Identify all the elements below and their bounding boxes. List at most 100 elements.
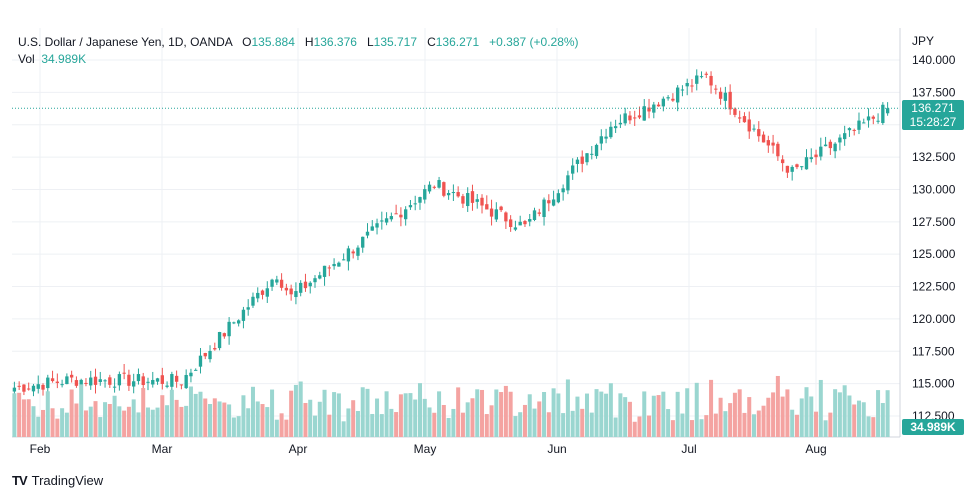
- volume-bar: [370, 413, 375, 437]
- volume-bar: [737, 389, 742, 437]
- volume-bar: [484, 414, 489, 437]
- candle-body: [227, 321, 231, 337]
- bar-countdown: 15:28:27: [909, 115, 957, 129]
- candle-body: [628, 115, 632, 121]
- candle-body: [475, 199, 479, 202]
- volume-bar: [336, 393, 341, 437]
- volume-bar: [608, 383, 613, 437]
- candle-body: [747, 119, 751, 132]
- volume-bar: [880, 403, 885, 437]
- volume-bar: [470, 398, 475, 437]
- candle-body: [232, 322, 236, 324]
- candle-body: [885, 108, 890, 114]
- candle-body: [17, 385, 21, 387]
- volume-bar: [98, 417, 103, 437]
- candle-body: [394, 213, 398, 215]
- volume-bar: [871, 417, 876, 437]
- open-value: 135.884: [251, 35, 295, 49]
- volume-bar: [613, 417, 618, 437]
- volume-bar: [208, 403, 213, 437]
- candle-body: [699, 76, 704, 78]
- candle-body: [733, 108, 737, 115]
- candle-body: [685, 83, 689, 87]
- candle-body: [814, 154, 818, 158]
- y-tick-label: 127.500: [912, 215, 956, 229]
- candle-body: [513, 227, 518, 230]
- candle-body: [580, 156, 584, 164]
- volume-bar: [145, 407, 150, 437]
- volume-bar: [561, 413, 566, 437]
- volume-bar: [742, 412, 747, 437]
- volume-bar: [398, 394, 403, 437]
- volume-bar: [36, 416, 41, 437]
- candle-body: [74, 380, 79, 386]
- brand[interactable]: TV TradingView: [12, 473, 103, 488]
- volume-bar: [317, 401, 322, 437]
- volume-bar: [728, 403, 733, 437]
- candle-body: [613, 126, 618, 129]
- candle-body: [661, 98, 666, 107]
- candle-body: [308, 282, 312, 287]
- candle-body: [523, 221, 527, 225]
- y-tick-label: 132.500: [912, 150, 956, 164]
- candle-body: [761, 134, 766, 143]
- candle-body: [575, 159, 580, 164]
- chart-legend: U.S. Dollar / Japanese Yen, 1D, OANDA O1…: [18, 34, 579, 68]
- candle-body: [494, 209, 499, 220]
- candle-body: [847, 128, 852, 131]
- candle-body: [446, 193, 451, 196]
- volume-bar: [837, 392, 842, 437]
- volume-bar: [270, 389, 275, 437]
- volume-bar: [112, 395, 117, 437]
- candle-body: [437, 180, 441, 188]
- close-label: C: [427, 35, 436, 49]
- candle-body: [356, 247, 360, 256]
- candle-body: [752, 128, 756, 130]
- candle-body: [508, 219, 513, 228]
- volume-bar: [694, 382, 699, 437]
- volume-bar: [179, 406, 184, 437]
- candle-body: [642, 106, 646, 121]
- candle-body: [41, 384, 45, 390]
- y-tick-label: 130.000: [912, 182, 956, 196]
- candle-body: [723, 92, 728, 101]
- volume-bar: [780, 396, 785, 437]
- candle-body: [318, 275, 322, 279]
- last-price-tag: 136.271 15:28:27: [902, 100, 964, 130]
- x-tick-label: May: [414, 442, 437, 456]
- volume-bar: [45, 391, 50, 437]
- candle-body: [322, 265, 327, 277]
- candle-body: [485, 204, 489, 210]
- candle-body: [652, 104, 656, 113]
- volume-bar: [422, 398, 427, 437]
- candle-body: [50, 378, 55, 382]
- volume-bar: [499, 392, 504, 437]
- volume-bar: [456, 387, 461, 437]
- candle-body: [294, 291, 298, 298]
- candle-body: [389, 216, 394, 220]
- candle-body: [203, 352, 207, 357]
- volume-bar: [604, 393, 609, 437]
- candle-body: [590, 153, 594, 155]
- volume-bar: [771, 392, 776, 437]
- candle-body: [55, 381, 60, 383]
- volume-bar: [551, 388, 556, 437]
- candle-body: [852, 129, 856, 131]
- volume-bar: [465, 402, 470, 437]
- volume-bar: [117, 406, 122, 437]
- candle-body: [666, 97, 670, 99]
- volume-bar: [284, 419, 289, 437]
- volume-bar: [570, 410, 575, 437]
- volume-bar: [799, 398, 804, 437]
- volume-bar: [632, 421, 637, 437]
- candle-body: [384, 218, 389, 223]
- candle-body: [165, 385, 169, 387]
- candle-body: [571, 165, 575, 174]
- tradingview-logo-icon: TV: [12, 473, 28, 488]
- candle-body: [299, 282, 303, 293]
- volume-bar: [689, 420, 694, 437]
- volume-bar: [379, 414, 384, 437]
- volume-bar: [250, 386, 255, 437]
- volume-bar: [656, 395, 661, 437]
